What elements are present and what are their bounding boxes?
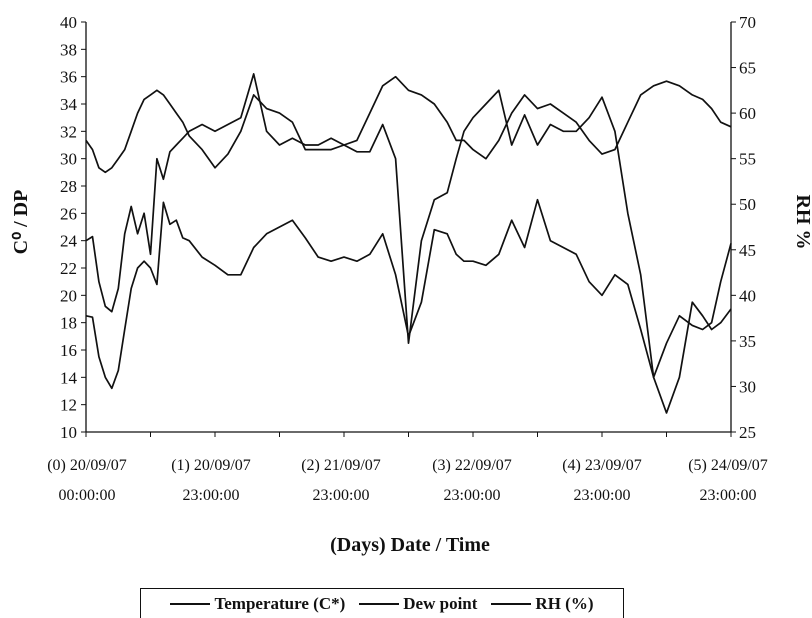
right-tick-label: 30: [739, 377, 756, 396]
legend-line-temperature: [170, 602, 211, 605]
legend-item-temperature: Temperature (C*): [170, 594, 345, 614]
right-tick-label: 55: [739, 150, 756, 169]
x-tick-label-time: 00:00:00: [59, 487, 116, 504]
left-tick-label: 30: [60, 150, 77, 169]
left-tick-label: 26: [60, 204, 77, 223]
chart: 10 12 14 16 18 20 22 24 26 28 30 32 34 36 38 40 25 30 35 4…: [10, 13, 812, 556]
left-y-axis-title: C⁰ / DP: [10, 190, 32, 255]
legend: Temperature (C*) Dew point RH (%): [140, 588, 624, 618]
left-tick-label: 10: [60, 423, 77, 442]
left-tick-label: 18: [60, 314, 77, 333]
x-tick-label-date: (3) 22/09/07: [432, 457, 512, 474]
x-tick-label-date: (0) 20/09/07: [47, 457, 127, 474]
right-tick-label: 60: [739, 104, 756, 123]
x-axis-title: (Days) Date / Time: [330, 534, 490, 556]
series-lines: [85, 73, 732, 414]
legend-line-rh: [491, 602, 532, 605]
legend-item-rh: RH (%): [491, 593, 594, 614]
legend-label-rh: RH (%): [535, 593, 594, 613]
left-tick-label: 34: [60, 95, 78, 114]
tick-marks: [81, 21, 736, 437]
legend-label-dewpoint: Dew point: [403, 593, 478, 613]
left-y-tick-labels: 10 12 14 16 18 20 22 24 26 28 30 32 34 36 38 40: [60, 13, 78, 442]
legend-label-temperature: Temperature (C*): [214, 593, 346, 613]
left-tick-label: 16: [60, 341, 77, 360]
right-tick-label: 50: [739, 195, 756, 214]
right-tick-label: 65: [739, 59, 756, 78]
right-y-axis-title: RH %: [792, 195, 812, 250]
left-tick-label: 32: [60, 122, 77, 141]
x-tick-label-time: 23:00:00: [700, 487, 757, 504]
left-tick-label: 28: [60, 177, 77, 196]
series-line-rh: [85, 75, 732, 174]
right-tick-label: 40: [739, 286, 756, 305]
x-tick-label-date: (2) 21/09/07: [301, 457, 381, 474]
right-tick-label: 35: [739, 332, 756, 351]
left-tick-label: 38: [60, 40, 77, 59]
left-tick-label: 20: [60, 286, 77, 305]
left-tick-label: 36: [60, 68, 77, 87]
legend-item-dewpoint: Dew point: [359, 594, 477, 614]
x-tick-label-date: (4) 23/09/07: [562, 457, 642, 474]
right-tick-label: 25: [739, 423, 756, 442]
axes: [85, 22, 732, 433]
series-line-temperature: [85, 198, 732, 414]
left-tick-label: 12: [60, 396, 77, 415]
right-tick-label: 45: [739, 241, 756, 260]
x-tick-label-date: (1) 20/09/07: [171, 457, 251, 474]
x-tick-labels: (0) 20/09/07 00:00:00 (1) 20/09/07 23:00:00…: [47, 457, 768, 504]
x-tick-label-time: 23:00:00: [444, 487, 501, 504]
left-tick-label: 40: [60, 13, 77, 32]
right-tick-label: 70: [739, 13, 756, 32]
x-tick-label-time: 23:00:00: [313, 487, 370, 504]
x-tick-label-time: 23:00:00: [574, 487, 631, 504]
left-tick-label: 22: [60, 259, 77, 278]
left-tick-label: 14: [60, 368, 78, 387]
left-tick-label: 24: [60, 232, 78, 251]
x-tick-label-time: 23:00:00: [183, 487, 240, 504]
legend-line-dewpoint: [359, 602, 400, 605]
x-tick-label-date: (5) 24/09/07: [688, 457, 768, 474]
right-y-tick-labels: 25 30 35 40 45 50 55 60 65 70: [739, 13, 756, 442]
series-line-dewpoint: [85, 73, 732, 379]
